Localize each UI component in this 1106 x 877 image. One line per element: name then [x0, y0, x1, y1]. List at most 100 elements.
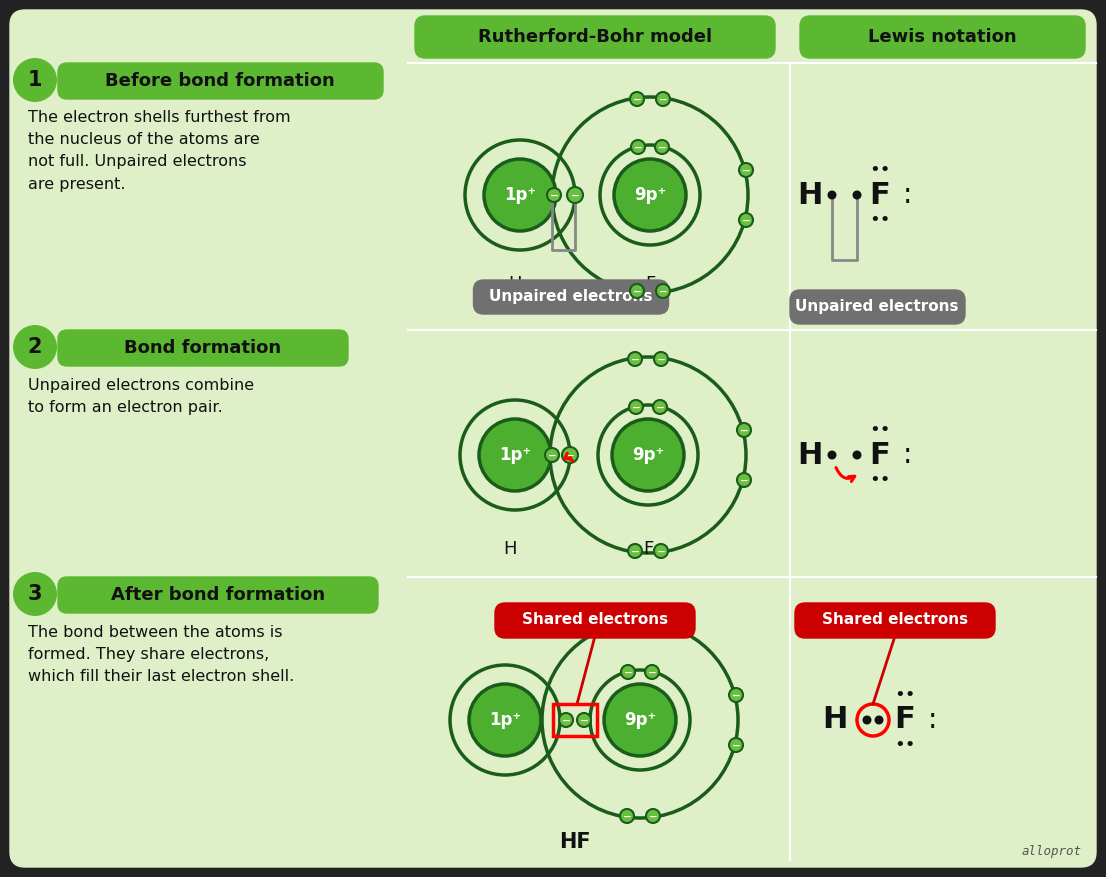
- Circle shape: [614, 159, 686, 231]
- Text: Unpaired electrons: Unpaired electrons: [489, 289, 653, 304]
- Text: −: −: [565, 451, 574, 460]
- Text: Shared electrons: Shared electrons: [822, 612, 968, 628]
- Text: 2: 2: [28, 337, 42, 357]
- Text: −: −: [624, 667, 633, 678]
- FancyBboxPatch shape: [58, 63, 383, 99]
- Text: −: −: [659, 95, 667, 104]
- Text: −: −: [623, 619, 632, 630]
- Text: F: F: [645, 275, 655, 293]
- Text: −: −: [630, 546, 639, 557]
- Text: ••: ••: [869, 211, 890, 229]
- Text: −: −: [656, 403, 665, 412]
- Text: −: −: [633, 287, 641, 296]
- Text: The electron shells furthest from
the nucleus of the atoms are
not full. Unpaire: The electron shells furthest from the nu…: [28, 110, 291, 191]
- Circle shape: [875, 716, 884, 724]
- Text: F: F: [643, 540, 654, 558]
- Circle shape: [653, 400, 667, 414]
- Circle shape: [654, 352, 668, 366]
- Text: 9p⁺: 9p⁺: [634, 186, 666, 204]
- Text: H: H: [797, 440, 823, 469]
- Text: −: −: [630, 354, 639, 365]
- Text: 3: 3: [28, 584, 42, 604]
- FancyBboxPatch shape: [58, 577, 378, 613]
- Circle shape: [729, 738, 743, 752]
- Text: H: H: [509, 275, 522, 293]
- Text: −: −: [580, 716, 588, 725]
- Text: ••: ••: [869, 421, 890, 439]
- Text: −: −: [732, 740, 740, 751]
- Text: −: −: [648, 811, 657, 822]
- Circle shape: [656, 92, 670, 106]
- Text: −: −: [547, 451, 556, 460]
- Circle shape: [547, 188, 561, 202]
- Text: ••: ••: [869, 471, 890, 489]
- Circle shape: [559, 713, 573, 727]
- Circle shape: [630, 92, 644, 106]
- Circle shape: [729, 688, 743, 702]
- Circle shape: [604, 684, 676, 756]
- Text: −: −: [632, 403, 640, 412]
- Circle shape: [646, 809, 660, 823]
- Text: −: −: [742, 216, 750, 225]
- Circle shape: [646, 617, 660, 631]
- Circle shape: [853, 190, 862, 199]
- Text: 9p⁺: 9p⁺: [624, 711, 656, 729]
- Text: Lewis notation: Lewis notation: [868, 28, 1016, 46]
- Text: Rutherford-Bohr model: Rutherford-Bohr model: [478, 28, 712, 46]
- Text: −: −: [648, 667, 656, 678]
- Circle shape: [469, 684, 541, 756]
- Text: ••: ••: [869, 161, 890, 179]
- Circle shape: [479, 419, 551, 491]
- Circle shape: [620, 809, 634, 823]
- Text: :: :: [902, 441, 911, 469]
- Circle shape: [545, 448, 559, 462]
- FancyBboxPatch shape: [58, 330, 348, 366]
- Circle shape: [13, 58, 58, 102]
- FancyBboxPatch shape: [473, 280, 668, 314]
- Text: :: :: [902, 181, 911, 209]
- Circle shape: [739, 163, 753, 177]
- Text: Unpaired electrons: Unpaired electrons: [795, 300, 959, 315]
- Circle shape: [853, 451, 862, 460]
- Bar: [553, 704, 597, 736]
- Text: ••: ••: [895, 686, 916, 704]
- Text: Shared electrons: Shared electrons: [522, 612, 668, 628]
- Circle shape: [645, 665, 659, 679]
- Text: −: −: [658, 142, 667, 153]
- Circle shape: [620, 617, 634, 631]
- Circle shape: [612, 419, 684, 491]
- Circle shape: [827, 190, 836, 199]
- Text: 1p⁺: 1p⁺: [489, 711, 521, 729]
- Text: ••: ••: [895, 736, 916, 754]
- FancyBboxPatch shape: [495, 603, 695, 638]
- Circle shape: [737, 423, 751, 437]
- Circle shape: [863, 716, 872, 724]
- Text: −: −: [740, 425, 749, 436]
- Text: 1: 1: [28, 70, 42, 90]
- Circle shape: [737, 473, 751, 487]
- Text: −: −: [659, 287, 667, 296]
- Text: −: −: [657, 354, 666, 365]
- Text: alloprot: alloprot: [1022, 845, 1082, 858]
- Circle shape: [577, 713, 591, 727]
- Text: F: F: [869, 181, 890, 210]
- Circle shape: [655, 140, 669, 154]
- Text: −: −: [623, 811, 632, 822]
- Text: H: H: [503, 540, 517, 558]
- Text: −: −: [633, 95, 641, 104]
- Circle shape: [632, 140, 645, 154]
- Circle shape: [628, 352, 641, 366]
- Text: After bond formation: After bond formation: [111, 586, 325, 604]
- Text: −: −: [634, 142, 643, 153]
- Text: Before bond formation: Before bond formation: [105, 72, 335, 90]
- Text: F: F: [869, 440, 890, 469]
- Text: −: −: [550, 190, 559, 201]
- Circle shape: [620, 665, 635, 679]
- Text: F: F: [895, 705, 916, 735]
- Circle shape: [630, 284, 644, 298]
- Text: −: −: [732, 690, 740, 701]
- Text: :: :: [927, 706, 937, 734]
- Circle shape: [739, 213, 753, 227]
- Circle shape: [629, 400, 643, 414]
- FancyBboxPatch shape: [790, 290, 966, 324]
